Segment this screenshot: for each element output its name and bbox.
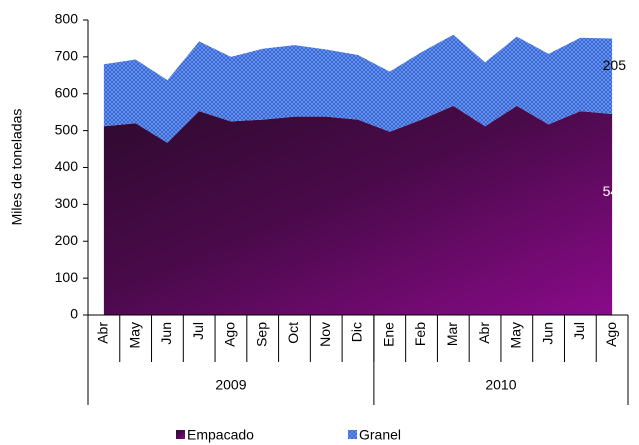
y-tick-label: 600 xyxy=(55,84,79,100)
x-tick-label: May xyxy=(508,322,524,348)
legend-label: Empacado xyxy=(187,427,254,443)
x-tick-label: Jul xyxy=(190,322,206,340)
x-tick-label: Abr xyxy=(476,322,492,344)
x-tick-label: Sep xyxy=(253,322,269,347)
x-tick-label: Ago xyxy=(603,322,619,347)
y-tick-label: 700 xyxy=(55,48,79,64)
data-label: 545 xyxy=(603,183,627,199)
x-tick-label: May xyxy=(126,322,142,348)
y-tick-label: 500 xyxy=(55,121,79,137)
area xyxy=(103,34,613,143)
y-tick-label: 100 xyxy=(55,269,79,285)
x-tick-label: Mar xyxy=(444,322,460,346)
x-tick-label: Jun xyxy=(539,322,555,345)
x-tick-label: Jul xyxy=(571,322,587,340)
y-axis-label: Miles de toneladas xyxy=(9,109,25,226)
group-label: 2010 xyxy=(485,377,516,393)
y-tick-label: 0 xyxy=(70,306,78,322)
data-label: 205 xyxy=(603,57,627,73)
x-tick-label: Dic xyxy=(349,322,365,342)
group-label: 2009 xyxy=(215,377,246,393)
x-tick-label: Feb xyxy=(412,322,428,346)
y-tick-label: 800 xyxy=(55,11,79,27)
x-tick-label: Abr xyxy=(95,322,111,344)
x-tick-label: Ene xyxy=(380,322,396,347)
x-tick-label: Nov xyxy=(317,322,333,347)
legend-label: Granel xyxy=(359,427,401,443)
x-tick-label: Jun xyxy=(158,322,174,345)
y-tick-label: 400 xyxy=(55,158,79,174)
legend-swatch xyxy=(348,430,357,439)
x-tick-label: Ago xyxy=(222,322,238,347)
legend-swatch xyxy=(176,430,185,439)
area xyxy=(103,105,613,315)
x-tick-label: Oct xyxy=(285,322,301,344)
y-tick-label: 300 xyxy=(55,195,79,211)
y-tick-label: 200 xyxy=(55,232,79,248)
